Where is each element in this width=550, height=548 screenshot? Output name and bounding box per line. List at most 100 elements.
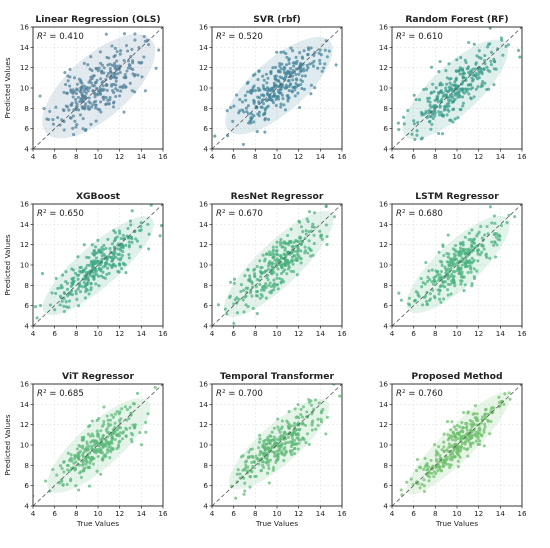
scatter-point	[470, 76, 474, 80]
scatter-point	[249, 447, 253, 452]
scatter-point	[83, 285, 87, 289]
scatter-point	[440, 132, 445, 136]
scatter-point	[34, 305, 38, 309]
scatter-point	[423, 456, 427, 460]
scatter-points	[399, 391, 512, 509]
scatter-point	[452, 99, 456, 103]
scatter-point	[273, 93, 277, 97]
identity-line	[211, 383, 343, 507]
scatter-point	[472, 412, 477, 416]
scatter-point	[263, 257, 267, 261]
scatter-point	[267, 250, 272, 254]
scatter-point	[105, 257, 109, 261]
scatter-point	[81, 444, 85, 448]
panel-title: Proposed Method	[411, 371, 502, 382]
scatter-point	[332, 215, 336, 219]
scatter-point	[436, 94, 440, 98]
scatter-point	[412, 299, 417, 303]
scatter-point	[492, 214, 496, 218]
scatter-point	[415, 133, 419, 137]
scatter-point	[107, 102, 111, 106]
scatter-point	[266, 264, 270, 268]
scatter-point	[101, 270, 105, 274]
scatter-point	[76, 255, 80, 259]
scatter-point	[291, 78, 295, 82]
scatter-point	[271, 468, 275, 472]
scatter-point	[280, 419, 284, 423]
scatter-point	[449, 444, 453, 449]
scatter-point	[113, 421, 117, 425]
scatter-point	[144, 430, 148, 434]
scatter-point	[97, 435, 101, 439]
scatter-point	[170, 401, 173, 404]
scatter-point	[412, 122, 416, 126]
scatter-point	[433, 443, 437, 447]
scatter-point	[293, 407, 297, 411]
scatter-point	[449, 95, 453, 99]
scatter-point	[96, 432, 100, 436]
scatter-point	[425, 290, 429, 294]
scatter-point	[292, 64, 296, 68]
scatter-point	[61, 108, 65, 112]
scatter-point	[441, 243, 445, 247]
scatter-point	[296, 447, 300, 451]
scatter-point	[105, 261, 109, 266]
scatter-point	[406, 506, 409, 509]
scatter-point	[66, 149, 69, 152]
scatter-point	[96, 107, 100, 111]
y-tick-label: 14	[20, 220, 30, 229]
x-tick-label: 12	[294, 509, 303, 518]
scatter-point	[448, 453, 452, 458]
scatter-point	[458, 107, 462, 111]
scatter-point	[450, 89, 454, 93]
identity-line	[391, 383, 523, 507]
scatter-point	[456, 116, 460, 120]
scatter-point	[431, 288, 435, 292]
scatter-point	[497, 395, 501, 399]
scatter-point	[100, 451, 104, 455]
scatter-point	[261, 74, 265, 78]
scatter-point	[136, 73, 140, 77]
scatter-point	[103, 264, 107, 268]
scatter-point	[312, 233, 316, 237]
scatter-point	[439, 81, 443, 85]
scatter-point	[116, 247, 120, 251]
x-tick-label: 4	[31, 329, 36, 338]
scatter-point	[97, 259, 101, 263]
scatter-point	[305, 63, 309, 67]
scatter-point	[492, 57, 496, 61]
scatter-point	[111, 89, 115, 93]
scatter-point	[401, 333, 404, 336]
scatter-point	[424, 87, 428, 91]
scatter-point	[241, 142, 245, 146]
y-tick-label: 6	[203, 124, 208, 133]
scatter-point	[267, 283, 271, 288]
scatter-point	[299, 412, 303, 417]
scatter-point	[285, 86, 289, 90]
scatter-point	[434, 86, 438, 90]
scatter-point	[93, 439, 97, 443]
scatter-point	[112, 55, 116, 59]
scatter-point	[125, 418, 129, 422]
scatter-point	[292, 270, 296, 274]
scatter-point	[445, 448, 449, 452]
scatter-point	[452, 83, 457, 87]
scatter-point	[317, 401, 321, 405]
scatter-point	[295, 249, 299, 253]
scatter-point	[406, 108, 410, 113]
scatter-point	[258, 433, 262, 437]
y-tick-label: 6	[24, 481, 29, 490]
scatter-point	[442, 253, 446, 258]
scatter-point	[255, 290, 260, 294]
scatter-point	[462, 71, 466, 75]
x-tick-label: 10	[452, 329, 462, 338]
scatter-point	[261, 463, 265, 467]
scatter-point	[303, 22, 306, 25]
scatter-point	[255, 312, 259, 316]
scatter-point	[444, 94, 448, 98]
scatter-point	[163, 383, 166, 386]
scatter-point	[88, 423, 92, 428]
scatter-point	[297, 72, 301, 76]
scatter-point	[307, 442, 311, 446]
scatter-point	[495, 243, 499, 247]
